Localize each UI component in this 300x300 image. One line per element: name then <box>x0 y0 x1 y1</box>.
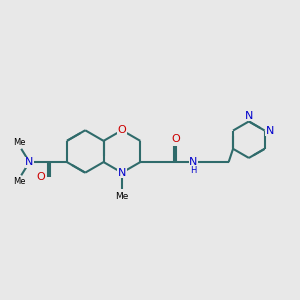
Text: N: N <box>266 126 274 136</box>
Text: O: O <box>118 125 126 135</box>
Text: N: N <box>118 168 126 178</box>
Text: N: N <box>189 157 197 167</box>
Text: Me: Me <box>14 138 26 147</box>
Text: N: N <box>245 110 253 121</box>
Text: O: O <box>171 134 180 144</box>
Text: H: H <box>190 166 196 175</box>
Text: Me: Me <box>14 177 26 186</box>
Text: N: N <box>25 157 34 167</box>
Text: Me: Me <box>115 192 129 201</box>
Text: O: O <box>37 172 46 182</box>
